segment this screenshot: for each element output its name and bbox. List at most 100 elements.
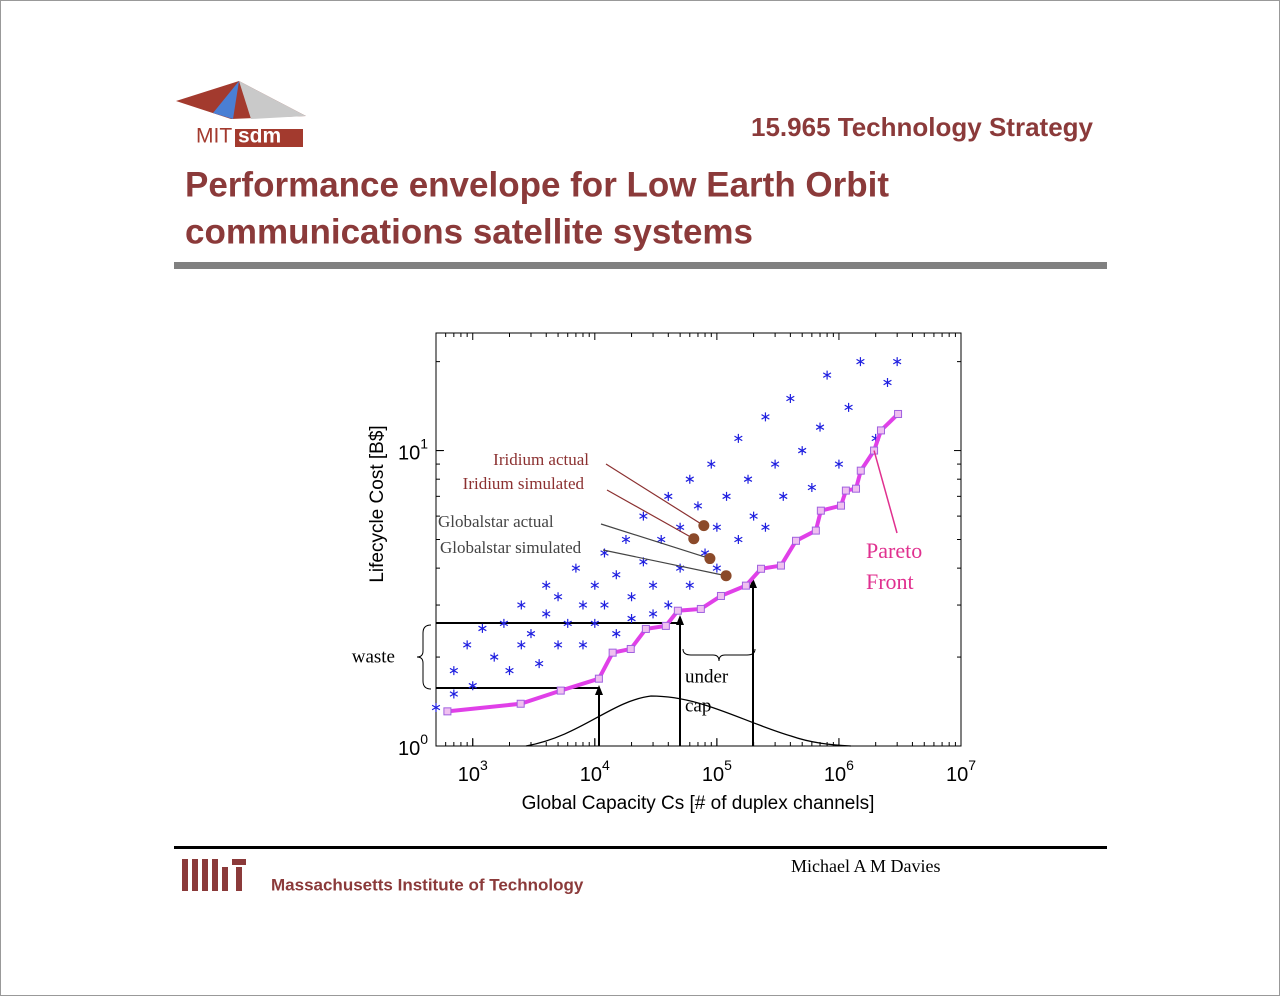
x-tick-label: 103 bbox=[458, 757, 488, 787]
design-point bbox=[526, 629, 536, 639]
x-tick-label: 107 bbox=[946, 757, 976, 787]
system-point bbox=[720, 570, 732, 582]
design-point bbox=[639, 511, 648, 521]
y-tick-label: 100 bbox=[398, 731, 428, 761]
design-point bbox=[743, 474, 753, 484]
system-label: Globalstar actual bbox=[438, 512, 554, 531]
y-tick-label: 101 bbox=[398, 435, 428, 465]
system-label: Iridium simulated bbox=[463, 474, 585, 493]
tick-base: 10 bbox=[824, 764, 846, 786]
brace bbox=[682, 648, 756, 662]
design-point bbox=[612, 629, 621, 639]
logo-text: MIT bbox=[196, 125, 232, 148]
tick-base: 10 bbox=[946, 764, 968, 786]
mit-logo bbox=[182, 859, 246, 891]
logo bbox=[176, 81, 306, 147]
pareto-point bbox=[641, 624, 650, 633]
pareto-leader bbox=[873, 450, 898, 534]
title: Performance envelope for Low Earth Orbit bbox=[185, 165, 889, 204]
institution: Massachusetts Institute of Technology bbox=[271, 875, 584, 894]
tick-power: 4 bbox=[602, 757, 610, 773]
design-point bbox=[627, 592, 636, 602]
design-point bbox=[707, 459, 716, 469]
design-point bbox=[844, 402, 853, 412]
pareto-point bbox=[856, 466, 865, 475]
pareto-point bbox=[811, 526, 820, 535]
pareto-point bbox=[594, 674, 603, 683]
pareto-point bbox=[696, 604, 705, 613]
arrowheads bbox=[595, 578, 757, 695]
annotation: cap bbox=[685, 695, 711, 716]
design-point bbox=[462, 640, 472, 650]
title: communications satellite systems bbox=[185, 212, 753, 251]
design-point bbox=[693, 501, 703, 511]
design-point bbox=[664, 600, 673, 610]
design-point bbox=[517, 640, 526, 650]
annotation: waste bbox=[352, 646, 395, 667]
design-point bbox=[797, 446, 807, 456]
pareto-point bbox=[757, 564, 766, 573]
design-point bbox=[563, 618, 572, 628]
pareto-point bbox=[852, 484, 861, 493]
x-tick-label: 106 bbox=[824, 757, 854, 787]
design-point bbox=[761, 522, 770, 532]
system-point bbox=[698, 520, 710, 532]
annotation: under bbox=[685, 666, 729, 687]
system-label: Globalstar simulated bbox=[440, 538, 582, 557]
design-point bbox=[499, 618, 509, 628]
tick-power: 1 bbox=[420, 435, 428, 451]
design-point bbox=[578, 600, 588, 610]
tick-power: 5 bbox=[724, 757, 732, 773]
design-point bbox=[468, 681, 477, 691]
design-point bbox=[722, 491, 731, 501]
design-point bbox=[627, 614, 636, 624]
system-leader bbox=[605, 463, 705, 527]
design-point bbox=[621, 535, 631, 544]
brace bbox=[416, 624, 432, 690]
design-point bbox=[590, 618, 600, 628]
system-leader bbox=[600, 523, 711, 560]
system-leader bbox=[602, 549, 727, 577]
pareto-point bbox=[837, 501, 846, 510]
tick-base: 10 bbox=[398, 738, 420, 760]
tick-base: 10 bbox=[580, 764, 602, 786]
x-axis-label: Global Capacity Cs [# of duplex channels… bbox=[522, 793, 875, 814]
design-point bbox=[431, 702, 441, 712]
design-point bbox=[734, 535, 743, 544]
design-point bbox=[815, 422, 825, 432]
design-point bbox=[675, 522, 685, 532]
system-label: Iridium actual bbox=[493, 450, 589, 469]
pareto-point bbox=[776, 561, 785, 570]
design-point bbox=[542, 580, 551, 590]
rule bbox=[174, 262, 1107, 269]
design-point bbox=[648, 580, 658, 590]
pareto-label: Front bbox=[866, 569, 914, 594]
y-axis-label: Lifecycle Cost [B$] bbox=[367, 425, 388, 582]
design-point bbox=[712, 563, 722, 573]
design-point bbox=[600, 600, 609, 610]
design-point bbox=[517, 600, 526, 610]
pareto-point bbox=[608, 648, 617, 657]
design-point bbox=[892, 357, 902, 367]
pareto-point bbox=[556, 686, 565, 695]
pareto-point bbox=[792, 536, 801, 545]
design-point bbox=[664, 491, 673, 501]
design-point bbox=[883, 377, 892, 387]
design-point bbox=[734, 433, 743, 443]
design-point bbox=[542, 609, 551, 619]
pareto-point bbox=[673, 606, 682, 615]
tick-base: 10 bbox=[458, 764, 480, 786]
design-point bbox=[822, 370, 832, 380]
tick-base: 10 bbox=[702, 764, 724, 786]
course: 15.965 Technology Strategy bbox=[751, 112, 1094, 142]
system-point bbox=[704, 553, 716, 565]
design-point bbox=[834, 459, 844, 469]
design-point bbox=[490, 652, 499, 662]
design-point bbox=[590, 580, 600, 590]
design-point bbox=[449, 666, 459, 676]
design-point bbox=[648, 609, 658, 619]
x-tick-label: 105 bbox=[702, 757, 732, 787]
pareto-point bbox=[516, 699, 525, 708]
